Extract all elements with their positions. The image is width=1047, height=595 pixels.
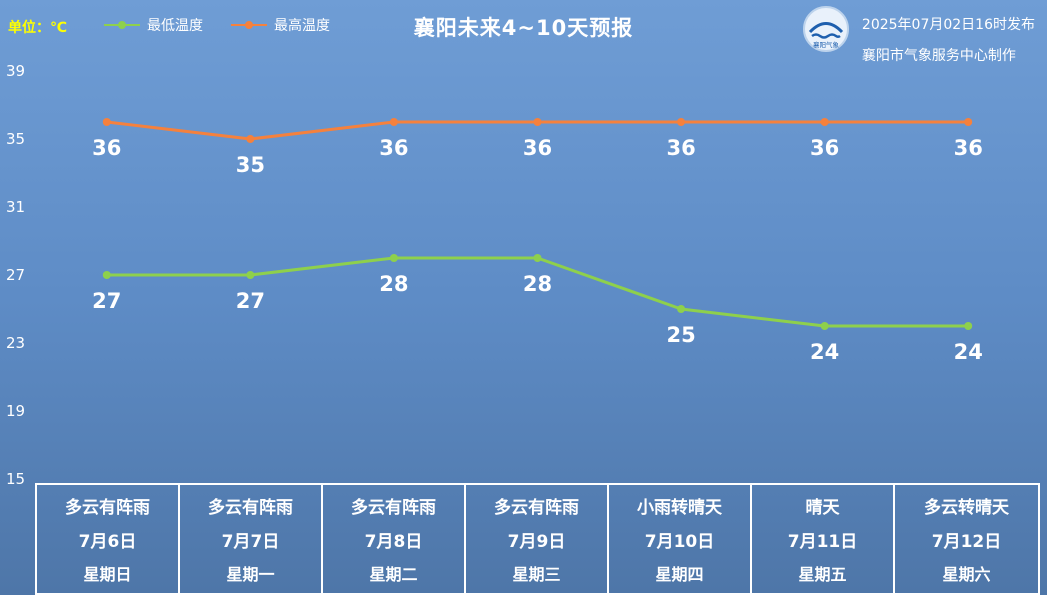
low-temp-point (102, 271, 111, 279)
forecast-weekday: 星期六 (942, 565, 991, 585)
low-temp-point (820, 322, 829, 330)
high-temp-point (389, 118, 398, 126)
legend: 最低温度 最高温度 (104, 15, 330, 35)
station-logo-icon: 襄阳气象 (802, 6, 849, 52)
forecast-date: 7月10日 (644, 531, 715, 552)
forecast-weekday: 星期二 (369, 565, 418, 585)
low-temp-value-label: 27 (92, 289, 121, 313)
low-temp-value-label: 28 (523, 272, 552, 296)
forecast-day-column: 多云有阵雨 7月7日 星期一 (180, 485, 323, 593)
station-logo-text: 襄阳气象 (813, 40, 840, 49)
forecast-day-column: 多云有阵雨 7月9日 星期三 (466, 485, 609, 593)
low-temp-value-label: 24 (954, 340, 983, 364)
low-temp-point (677, 305, 686, 313)
forecast-weekday: 星期一 (226, 565, 275, 585)
high-temp-value-label: 36 (523, 136, 552, 160)
high-temp-value-label: 36 (379, 136, 408, 160)
low-temp-line-icon (104, 21, 140, 29)
weather-condition: 晴天 (805, 497, 840, 518)
high-temp-point (246, 135, 255, 143)
y-axis-tick: 35 (6, 130, 25, 148)
low-temp-point (389, 254, 398, 262)
forecast-day-column: 多云转晴天 7月12日 星期六 (895, 485, 1038, 593)
low-temp-point (246, 271, 255, 279)
forecast-weekday: 星期四 (655, 565, 704, 585)
page-title: 襄阳未来4~10天预报 (413, 16, 634, 40)
high-temp-point (102, 118, 111, 126)
legend-low-label: 最低温度 (147, 18, 203, 34)
y-axis-tick: 39 (6, 62, 25, 80)
low-temp-dot-icon (118, 21, 126, 29)
y-axis-tick: 31 (6, 198, 25, 216)
y-axis-tick: 19 (6, 402, 25, 420)
y-axis-tick: 23 (6, 334, 25, 352)
weather-condition: 多云有阵雨 (351, 497, 436, 518)
forecast-weekday: 星期三 (512, 565, 561, 585)
y-axis-tick: 15 (6, 470, 25, 488)
producer: 襄阳市气象服务中心制作 (861, 48, 1016, 64)
low-temp-point (533, 254, 542, 262)
high-temp-value-label: 36 (666, 136, 695, 160)
weather-condition: 小雨转晴天 (637, 497, 722, 518)
forecast-date: 7月8日 (364, 531, 423, 552)
high-temp-value-label: 36 (92, 136, 121, 160)
forecast-date: 7月11日 (787, 531, 858, 552)
low-temp-value-label: 28 (379, 272, 408, 296)
forecast-date: 7月9日 (507, 531, 566, 552)
weather-condition: 多云有阵雨 (494, 497, 579, 518)
forecast-weekday: 星期日 (83, 565, 132, 585)
weather-condition: 多云有阵雨 (65, 497, 150, 518)
forecast-day-column: 多云有阵雨 7月6日 星期日 (37, 485, 180, 593)
forecast-day-column: 小雨转晴天 7月10日 星期四 (609, 485, 752, 593)
legend-high-label: 最高温度 (274, 18, 330, 34)
high-temp-dot-icon (245, 21, 253, 29)
high-temp-value-label: 35 (236, 153, 265, 177)
publish-time: 2025年07月02日16时发布 (861, 17, 1035, 33)
high-temp-value-label: 36 (810, 136, 839, 160)
publish-info: 襄阳气象 2025年07月02日16时发布 襄阳市气象服务中心制作 (802, 5, 1035, 65)
publish-text-block: 2025年07月02日16时发布 襄阳市气象服务中心制作 (862, 5, 1035, 65)
forecast-date: 7月7日 (221, 531, 280, 552)
high-temp-point (820, 118, 829, 126)
forecast-day-column: 晴天 7月11日 星期五 (752, 485, 895, 593)
low-temp-value-label: 27 (236, 289, 265, 313)
legend-item-low: 最低温度 (104, 15, 203, 35)
legend-item-high: 最高温度 (231, 15, 330, 35)
high-temp-point (964, 118, 973, 126)
high-temp-line-icon (231, 21, 267, 29)
y-axis-tick: 27 (6, 266, 25, 284)
low-temp-value-label: 24 (810, 340, 839, 364)
low-temp-value-label: 25 (666, 323, 695, 347)
low-temp-point (964, 322, 973, 330)
weather-condition: 多云转晴天 (924, 497, 1009, 518)
forecast-day-column: 多云有阵雨 7月8日 星期二 (323, 485, 466, 593)
high-temp-point (533, 118, 542, 126)
weather-condition: 多云有阵雨 (208, 497, 293, 518)
high-temp-point (677, 118, 686, 126)
forecast-date: 7月6日 (78, 531, 137, 552)
high-temp-value-label: 36 (954, 136, 983, 160)
forecast-weekday: 星期五 (798, 565, 847, 585)
forecast-table: 多云有阵雨 7月6日 星期日 多云有阵雨 7月7日 星期一 多云有阵雨 7月8日… (35, 483, 1040, 595)
forecast-date: 7月12日 (931, 531, 1002, 552)
unit-label: 单位：℃ (8, 20, 67, 36)
